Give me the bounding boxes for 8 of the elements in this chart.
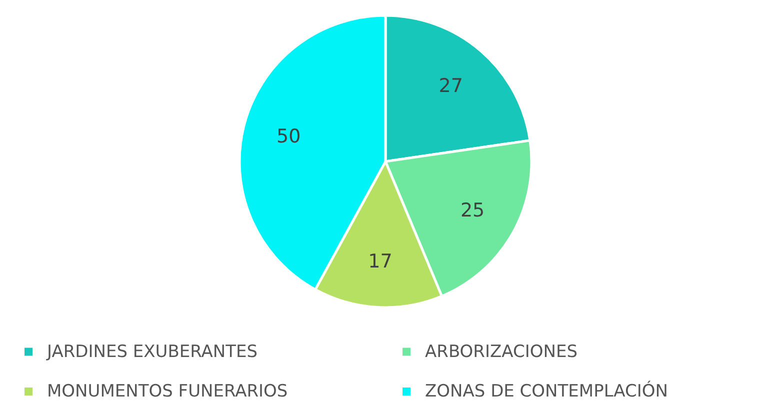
data-label: 25 xyxy=(460,200,485,222)
data-label: 27 xyxy=(438,74,463,97)
legend-label: MONUMENTOS FUNERARIOS xyxy=(47,382,288,402)
legend-label: ZONAS DE CONTEMPLACIÓN xyxy=(425,380,668,402)
data-label: 50 xyxy=(276,126,301,148)
legend-label: ARBORIZACIONES xyxy=(425,342,578,362)
data-label: 17 xyxy=(368,250,392,272)
legend-label: JARDINES EXUBERANTES xyxy=(46,342,258,362)
